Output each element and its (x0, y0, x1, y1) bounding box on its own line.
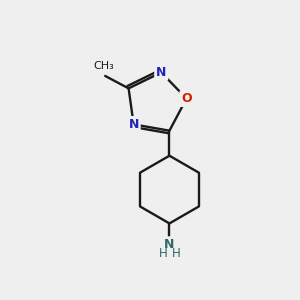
Text: H: H (159, 247, 167, 260)
Text: H: H (172, 247, 180, 260)
Text: CH₃: CH₃ (93, 61, 114, 70)
Text: N: N (156, 66, 166, 79)
Text: N: N (128, 118, 139, 131)
Text: O: O (181, 92, 192, 105)
Text: N: N (164, 238, 175, 250)
